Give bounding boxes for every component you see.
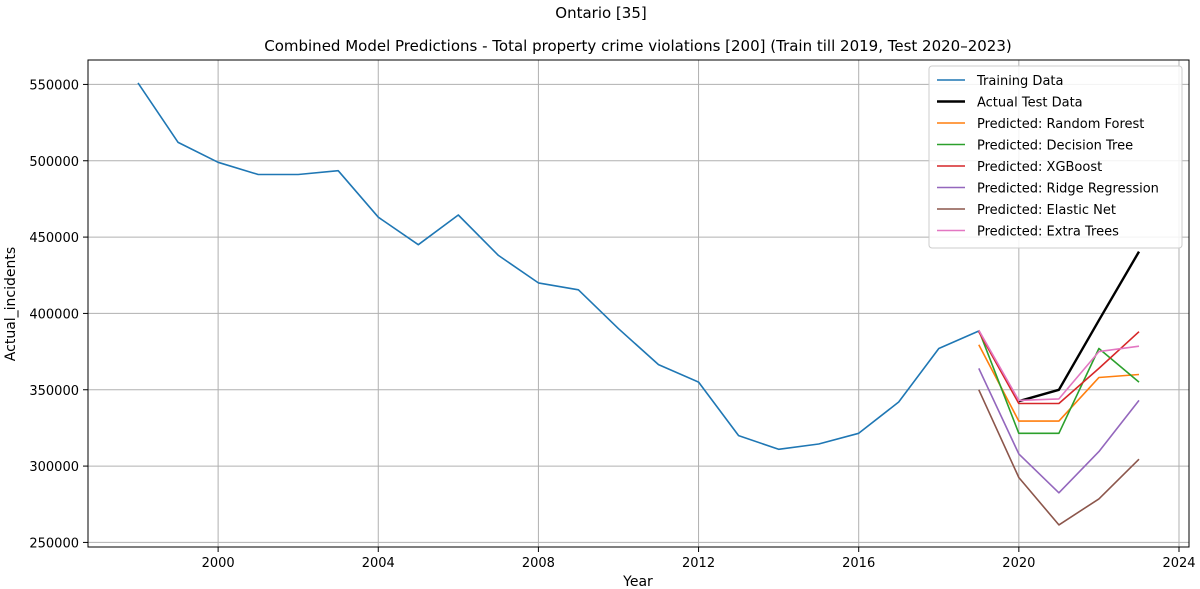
legend-entry: Predicted: Extra Trees (977, 225, 1119, 240)
series-line-3 (978, 344, 1140, 422)
axis-ticks: 2000 2004 2008 2012 2016 2020 2024 250000 300000… (29, 78, 1195, 571)
legend-entry: Training Data (976, 74, 1063, 89)
series-layer (137, 82, 1141, 526)
series-line-8 (978, 329, 1140, 402)
series-line-1 (137, 82, 980, 451)
y-tick-label: 300000 (29, 460, 79, 475)
y-tick-label: 450000 (29, 231, 79, 246)
figure-suptitle: Ontario [35] (555, 4, 646, 22)
plot-frame (87, 59, 1190, 548)
legend-entry: Predicted: Ridge Regression (977, 182, 1159, 197)
x-tick-label: 2000 (202, 556, 235, 571)
grid-lines (88, 60, 1189, 547)
x-tick-label: 2012 (682, 556, 715, 571)
x-tick-label: 2020 (1002, 556, 1035, 571)
series-line-2 (1018, 250, 1141, 403)
legend-entry: Predicted: XGBoost (977, 160, 1102, 175)
legend-box (928, 65, 1183, 249)
y-tick-label: 250000 (29, 536, 79, 551)
y-tick-label: 400000 (29, 307, 79, 322)
x-axis-label: Year (622, 574, 653, 589)
x-tick-label: 2004 (362, 556, 395, 571)
legend-entry: Predicted: Random Forest (977, 117, 1144, 132)
y-tick-label: 500000 (29, 155, 79, 170)
series-line-5 (978, 331, 1140, 405)
chart-title: Combined Model Predictions - Total prope… (264, 37, 1012, 55)
series-line-7 (978, 389, 1140, 526)
x-tick-label: 2016 (842, 556, 875, 571)
legend-entry: Actual Test Data (977, 96, 1083, 111)
x-tick-label: 2024 (1162, 556, 1195, 571)
chart-legend: Training Data Actual Test Data Predicted: … (928, 65, 1183, 249)
legend-entry: Predicted: Elastic Net (977, 203, 1116, 218)
y-axis-label: Actual_incidents (3, 247, 19, 361)
x-tick-label: 2008 (522, 556, 555, 571)
y-tick-label: 350000 (29, 384, 79, 399)
series-line-4 (978, 329, 1140, 435)
legend-entry: Predicted: Decision Tree (977, 139, 1133, 154)
y-tick-label: 550000 (29, 78, 79, 93)
series-line-6 (978, 368, 1140, 494)
